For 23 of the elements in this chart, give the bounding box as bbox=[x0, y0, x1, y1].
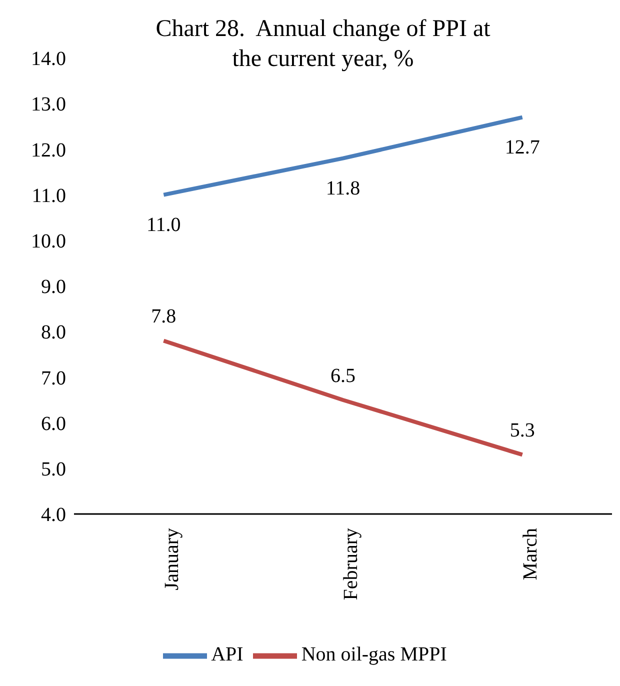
y-tick-label: 9.0 bbox=[41, 276, 66, 298]
y-tick-label: 6.0 bbox=[41, 412, 66, 435]
data-label: 11.0 bbox=[146, 214, 181, 236]
x-tick-label: January bbox=[160, 528, 183, 590]
y-tick-label: 12.0 bbox=[31, 139, 66, 162]
y-tick-label: 13.0 bbox=[31, 94, 66, 116]
y-tick-label: 11.0 bbox=[32, 184, 66, 207]
y-tick-label: 4.0 bbox=[41, 504, 66, 526]
y-tick-label: 5.0 bbox=[41, 458, 66, 480]
y-tick-label: 7.0 bbox=[41, 367, 66, 390]
legend-label: API bbox=[211, 644, 244, 666]
data-label: 5.3 bbox=[510, 420, 535, 442]
data-label: 6.5 bbox=[330, 365, 356, 387]
chart-title: Chart 28. Annual change of PPI at the current year, % bbox=[154, 15, 492, 74]
legend-label: Non oil-gas MPPI bbox=[301, 644, 447, 666]
y-tick-label: 8.0 bbox=[41, 322, 66, 344]
y-tick-label: 10.0 bbox=[31, 230, 66, 252]
data-label: 12.7 bbox=[504, 136, 540, 158]
x-tick-label: March bbox=[520, 528, 542, 580]
y-tick-label: 14.0 bbox=[31, 48, 66, 70]
x-tick-label: February bbox=[340, 528, 362, 600]
data-label: 7.8 bbox=[151, 306, 176, 328]
data-label: 11.8 bbox=[326, 178, 360, 200]
